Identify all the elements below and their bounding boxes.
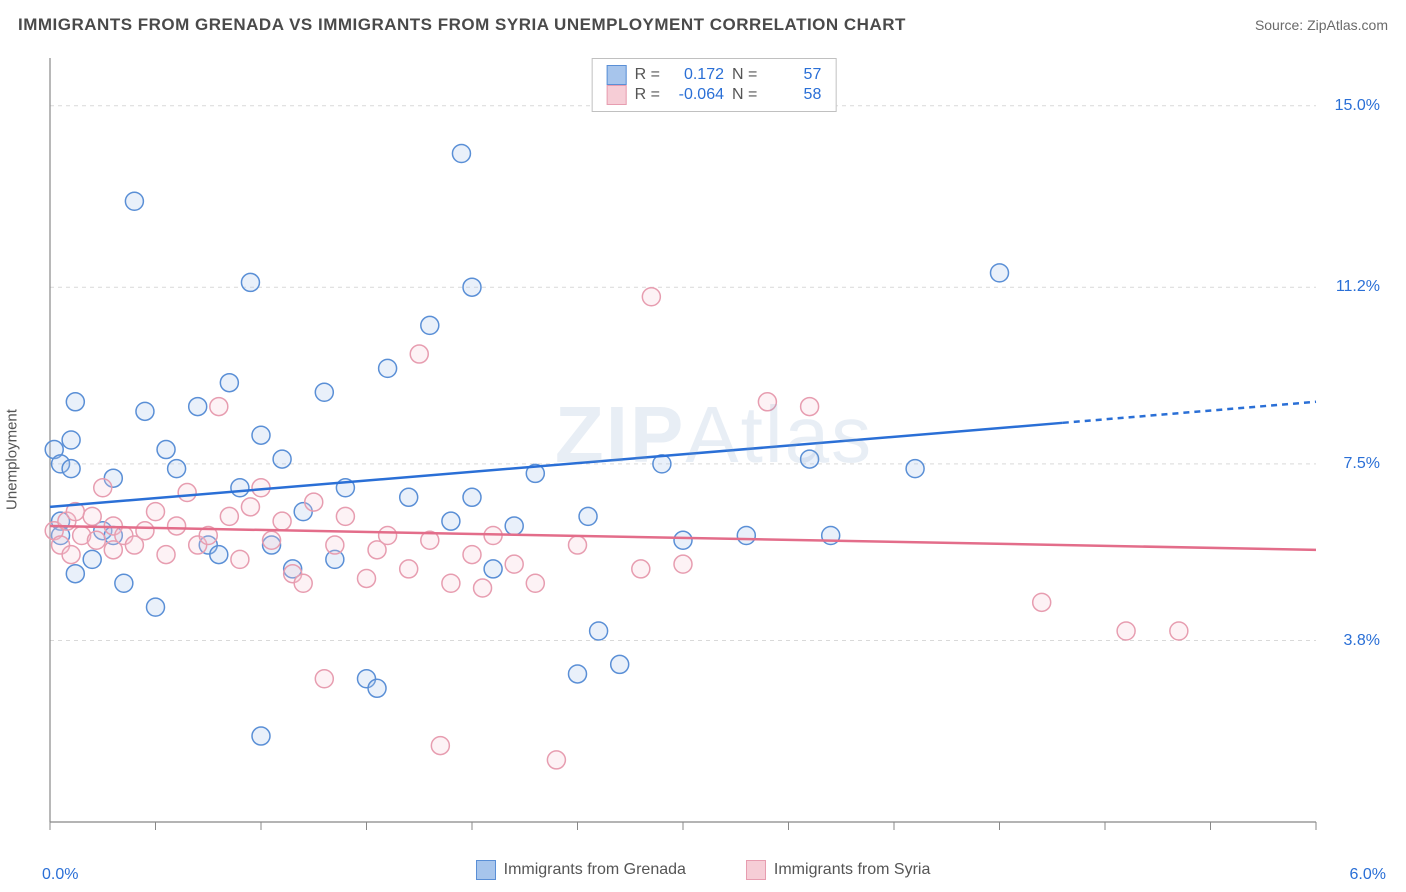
r-value-grenada: 0.172 xyxy=(668,66,724,84)
r-label-2: R = xyxy=(635,86,660,104)
stats-legend-box: R = 0.172 N = 57 R = -0.064 N = 58 xyxy=(592,58,837,112)
legend-item-syria: Immigrants from Syria xyxy=(746,860,930,880)
n-label-2: N = xyxy=(732,86,757,104)
legend-swatch-syria xyxy=(746,860,766,880)
chart-area: Unemployment ZIPAtlas R = 0.172 N = 57 R… xyxy=(42,50,1386,852)
scatter-plot-svg xyxy=(42,50,1386,852)
legend-label-grenada: Immigrants from Grenada xyxy=(504,861,686,879)
swatch-syria xyxy=(607,85,627,105)
n-value-grenada: 57 xyxy=(765,66,821,84)
chart-source: Source: ZipAtlas.com xyxy=(1255,17,1388,33)
stats-row-syria: R = -0.064 N = 58 xyxy=(607,85,822,105)
legend-item-grenada: Immigrants from Grenada xyxy=(476,860,686,880)
n-label: N = xyxy=(732,66,757,84)
n-value-syria: 58 xyxy=(765,86,821,104)
r-label: R = xyxy=(635,66,660,84)
legend-label-syria: Immigrants from Syria xyxy=(774,861,930,879)
chart-header: IMMIGRANTS FROM GRENADA VS IMMIGRANTS FR… xyxy=(18,15,1388,35)
stats-row-grenada: R = 0.172 N = 57 xyxy=(607,65,822,85)
r-value-syria: -0.064 xyxy=(668,86,724,104)
swatch-grenada xyxy=(607,65,627,85)
chart-title: IMMIGRANTS FROM GRENADA VS IMMIGRANTS FR… xyxy=(18,15,906,35)
bottom-legend: Immigrants from Grenada Immigrants from … xyxy=(0,860,1406,880)
legend-swatch-grenada xyxy=(476,860,496,880)
y-axis-label: Unemployment xyxy=(4,409,21,510)
